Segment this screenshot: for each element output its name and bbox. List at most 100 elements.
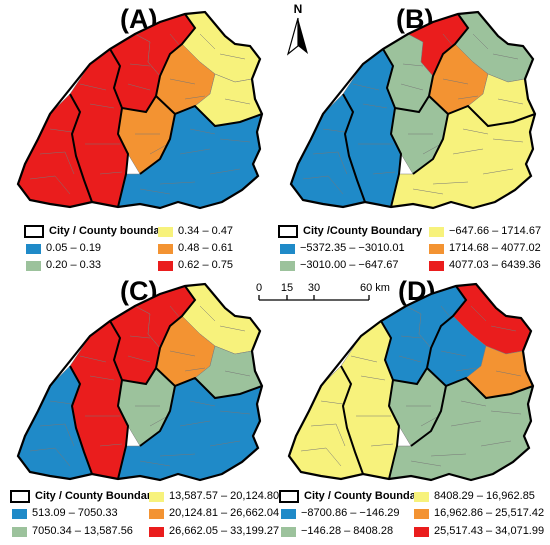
legend-swatch	[280, 243, 295, 254]
map-c-subdistrict-line	[189, 400, 216, 407]
map-c-subdistrict-line	[219, 325, 246, 332]
map-d-subdistrict-line	[480, 440, 512, 447]
map-b-subdistrict-line	[422, 143, 442, 155]
legend-d-boundary-label: City / County Boundary	[304, 490, 427, 502]
map-c-county-boundary	[121, 285, 197, 386]
map-c-subdistrict-line	[39, 423, 75, 447]
map-a-county-boundary	[69, 93, 93, 203]
legend-c-range-2: 7050.34 – 13,587.56	[32, 525, 133, 537]
scale-tick-0: 0	[255, 282, 263, 294]
legend-a-class-3: 0.34 – 0.47	[158, 226, 233, 237]
map-d-subdistrict-line	[460, 400, 487, 407]
map-d-subdistrict-line	[400, 335, 422, 339]
map-d-subdistrict-line	[410, 460, 442, 467]
map-b-regions	[289, 10, 537, 210]
legend-d-range-5: 25,517.43 – 34,071.99	[434, 525, 545, 537]
map-d-subdistrict-line	[440, 305, 452, 319]
scale-bar: 0 15 30 60 km	[250, 278, 390, 304]
map-a-subdistrict-line	[199, 33, 216, 50]
map-b-subdistrict-line	[442, 78, 469, 85]
legend-swatch	[26, 260, 41, 271]
map-a-subdistrict-line	[39, 151, 75, 175]
map-d-county-boundary	[410, 376, 534, 447]
legend-swatch	[281, 508, 296, 519]
legend-swatch	[429, 226, 444, 237]
map-b-subdistrict-line	[362, 103, 388, 109]
legend-a-class-1: 0.05 – 0.19	[26, 243, 101, 254]
legend-d-range-4: 16,962.86 – 25,517.42	[434, 507, 545, 519]
legend-d-range-2: −146.28 – 8408.28	[301, 525, 394, 537]
legend-swatch	[414, 491, 429, 502]
legend-a-range-5: 0.62 – 0.75	[178, 259, 234, 271]
map-b-subdistrict-line	[312, 151, 348, 175]
legend-d-range-1: −8700.86 – −146.29	[301, 507, 400, 519]
boundary-swatch-icon	[10, 490, 30, 503]
map-d-county-boundary	[392, 285, 468, 386]
map-a-subdistrict-line	[99, 171, 123, 175]
map-c-county-boundary	[139, 376, 263, 447]
legend-swatch	[158, 226, 173, 237]
map-d-outline	[287, 282, 535, 482]
legend-c-class-1: 513.09 – 7050.33	[12, 508, 118, 519]
map-a-regions	[16, 10, 264, 210]
map-a-subdistrict-line	[79, 83, 107, 91]
legend-swatch	[149, 508, 164, 519]
map-c-subdistrict-line	[209, 440, 241, 447]
map-a-subdistrict-line	[169, 78, 196, 85]
map-b-subdistrict-line	[462, 128, 489, 135]
north-arrow-icon	[286, 17, 308, 56]
legend-c-range-3: 13,587.57 – 20,124.80	[169, 490, 280, 502]
map-a-subdistrict-line	[219, 138, 251, 143]
map-c-subdistrict-line	[89, 375, 115, 381]
scale-tick-60: 60 km	[360, 282, 390, 294]
map-d-subdistrict-line	[320, 400, 344, 405]
map-c-county-boundary	[155, 367, 176, 387]
map-b-subdistrict-line	[400, 83, 424, 91]
map-a-subdistrict-line	[149, 143, 169, 155]
map-d-county-boundary	[426, 367, 447, 387]
map-a-outline	[16, 10, 264, 210]
map-c-subdistrict-line	[179, 420, 211, 427]
map-a-subdistrict-line	[169, 33, 181, 47]
map-a-subdistrict-line	[159, 181, 196, 185]
map-d-subdistrict-line	[455, 367, 477, 372]
map-a-county-boundary	[139, 104, 263, 175]
legend-swatch	[158, 243, 173, 254]
legend-b-range-2: −3010.00 – −647.67	[300, 259, 399, 271]
map-d-regions	[287, 282, 535, 482]
map-a-subdistrict-line	[209, 168, 241, 175]
map-panel-c	[16, 282, 264, 482]
legend-c-class-2: 7050.34 – 13,587.56	[12, 526, 133, 537]
map-a-county-boundary	[155, 95, 176, 115]
legend-d-class-4: 16,962.86 – 25,517.42	[414, 508, 544, 519]
map-d-county-boundary	[340, 365, 364, 475]
map-c-subdistrict-line	[169, 305, 181, 319]
map-c-subdistrict-line	[129, 335, 151, 339]
map-b-county-boundary	[342, 93, 366, 203]
legend-c-boundary: City / County Boundary	[10, 490, 157, 503]
map-c-subdistrict-line	[49, 400, 73, 405]
map-b-subdistrict-line	[442, 33, 454, 47]
legend-a-range-3: 0.34 – 0.47	[178, 225, 234, 237]
map-c-subdistrict-line	[199, 305, 216, 322]
map-a-county-boundary	[109, 48, 130, 208]
legend-b-class-3: −647.66 – 1714.67	[429, 226, 541, 237]
legend-d-class-3: 8408.29 – 16,962.85	[414, 491, 535, 502]
scale-tick-30: 30	[307, 282, 321, 294]
scale-bar-line	[258, 295, 370, 301]
legend-b-class-4: 1714.68 – 4077.02	[429, 243, 541, 254]
boundary-swatch-icon	[24, 225, 44, 238]
map-a-county-boundary	[121, 13, 197, 114]
map-b-county-boundary	[394, 13, 470, 114]
legend-swatch	[149, 491, 164, 502]
map-a-subdistrict-line	[127, 83, 151, 91]
legend-swatch	[414, 526, 429, 537]
legend-swatch	[429, 260, 444, 271]
map-b-subdistrict-line	[352, 83, 380, 91]
legend-swatch	[12, 526, 27, 537]
map-c-subdistrict-line	[184, 367, 206, 372]
map-d-county-boundary	[380, 320, 401, 480]
legend-d-class-5: 25,517.43 – 34,071.99	[414, 526, 544, 537]
map-a-subdistrict-line	[219, 53, 246, 60]
legend-swatch	[414, 508, 429, 519]
